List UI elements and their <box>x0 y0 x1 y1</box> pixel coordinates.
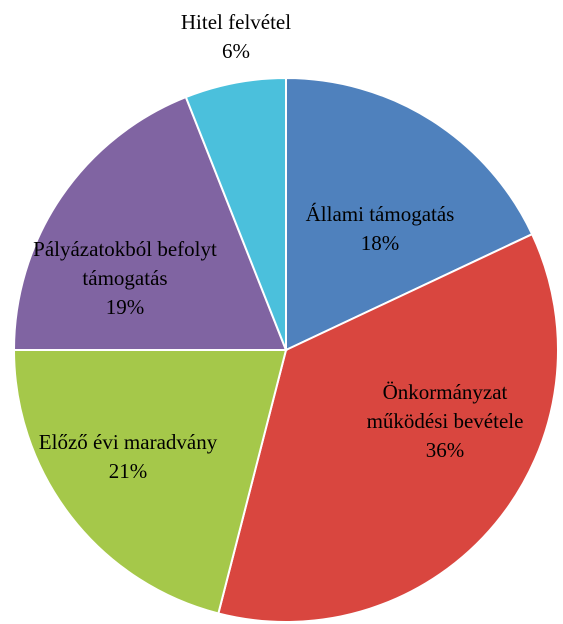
value-label: 18% <box>360 231 400 255</box>
slice-label: Állami támogatás 18% <box>280 200 480 258</box>
value-label: 21% <box>108 459 148 483</box>
slice-label: Önkormányzat működési bevétele 36% <box>340 378 550 465</box>
value-label: 36% <box>425 438 465 462</box>
pie-slice <box>285 76 534 352</box>
value-label: 6% <box>222 39 250 63</box>
category-label: Előző évi maradvány <box>38 430 218 454</box>
pie-slice <box>217 232 559 624</box>
slice-label: Pályázatokból befolyt támogatás 19% <box>10 235 240 322</box>
pie-slice <box>184 76 287 351</box>
category-label: Állami támogatás <box>305 202 455 226</box>
slice-label: Hitel felvétel 6% <box>136 8 336 66</box>
value-label: 19% <box>105 295 145 319</box>
pie-slice <box>12 95 288 351</box>
category-label: Önkormányzat működési bevétele <box>366 380 524 433</box>
slice-label: Előző évi maradvány 21% <box>28 428 228 486</box>
pie-slice <box>12 349 288 615</box>
category-label: Pályázatokból befolyt támogatás <box>33 237 217 290</box>
category-label: Hitel felvétel <box>180 10 292 34</box>
